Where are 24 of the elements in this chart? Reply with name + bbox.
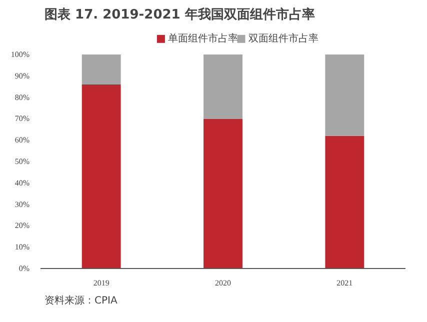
y-tick-label: 80%	[14, 92, 30, 102]
bar	[325, 54, 364, 136]
legend-label: 双面组件市占率	[248, 32, 318, 44]
bar	[82, 54, 121, 84]
y-tick-label: 70%	[14, 114, 30, 124]
bar	[204, 118, 242, 268]
x-tick-label: 2019	[93, 278, 110, 288]
y-tick-label: 20%	[14, 221, 30, 230]
y-tick-label: 50%	[14, 157, 30, 166]
text: 资料来源：CPIA	[44, 294, 118, 306]
chart-title: 图表 17. 2019-2021 年我国双面组件市占率	[44, 6, 315, 22]
y-tick-label: 0%	[18, 264, 30, 273]
y-tick-label: 100%	[10, 50, 30, 59]
y-tick-label: 90%	[14, 71, 30, 80]
bar	[204, 54, 242, 119]
x-tick-label: 2020	[215, 278, 231, 288]
x-tick-label: 2021	[336, 278, 353, 288]
bar	[325, 136, 364, 268]
legend-label: 单面组件市占率	[168, 32, 238, 44]
bar	[82, 84, 121, 268]
y-tick-label: 30%	[14, 200, 30, 209]
y-tick-label: 60%	[14, 136, 30, 145]
y-tick-label: 40%	[14, 178, 30, 188]
y-tick-label: 10%	[14, 242, 30, 252]
